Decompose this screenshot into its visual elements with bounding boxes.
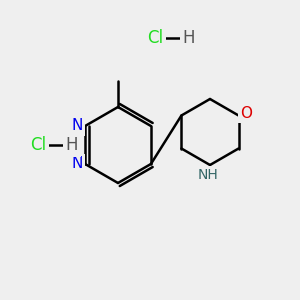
Text: Cl: Cl <box>147 29 163 47</box>
Text: H: H <box>183 29 195 47</box>
Text: N: N <box>71 157 83 172</box>
Text: Cl: Cl <box>30 136 46 154</box>
Text: H: H <box>66 136 78 154</box>
Text: O: O <box>241 106 253 121</box>
Text: N: N <box>71 118 83 134</box>
Text: NH: NH <box>198 168 218 182</box>
